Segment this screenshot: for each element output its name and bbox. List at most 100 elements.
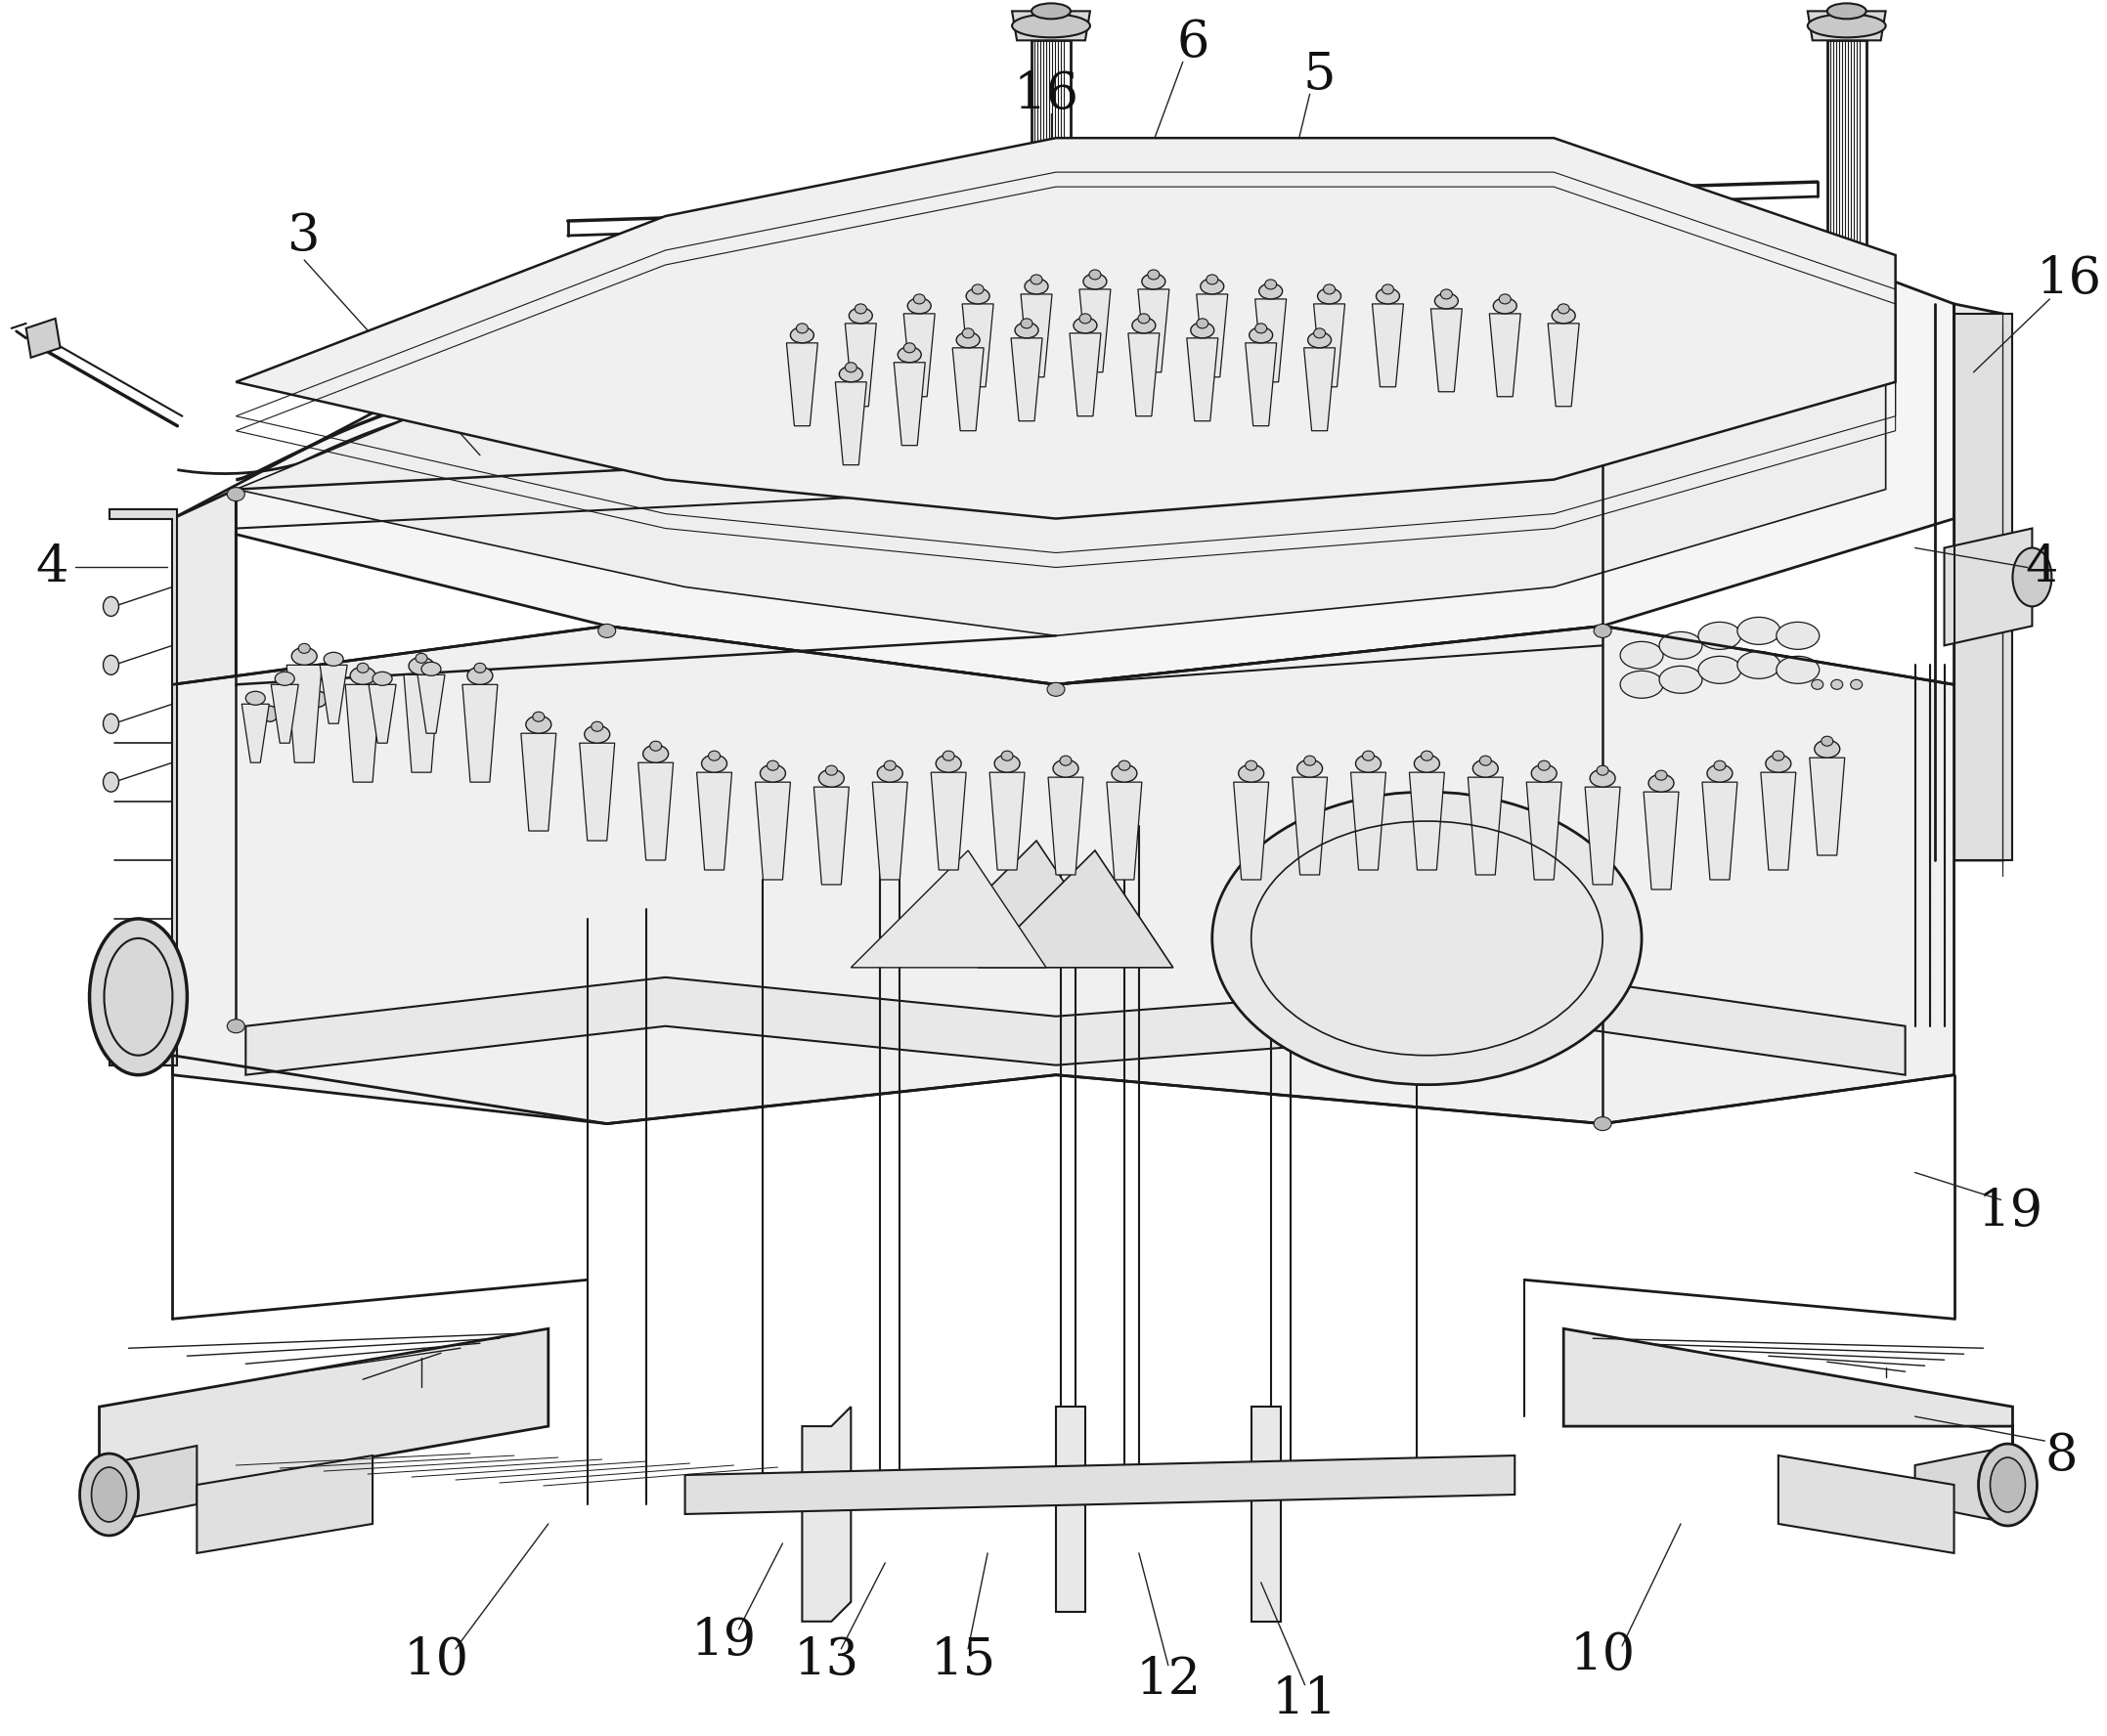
Text: 4: 4 [2025, 542, 2059, 592]
Polygon shape [919, 840, 1115, 958]
Polygon shape [786, 344, 818, 425]
Polygon shape [1260, 158, 1445, 250]
Ellipse shape [971, 285, 984, 293]
Ellipse shape [474, 663, 487, 674]
Ellipse shape [1538, 760, 1551, 771]
Ellipse shape [826, 766, 836, 776]
Ellipse shape [247, 691, 265, 705]
Ellipse shape [373, 672, 392, 686]
Polygon shape [1079, 290, 1110, 372]
Polygon shape [1186, 339, 1218, 422]
Ellipse shape [228, 488, 244, 502]
Ellipse shape [1814, 740, 1839, 757]
Ellipse shape [643, 745, 668, 762]
Ellipse shape [839, 366, 862, 382]
Polygon shape [1233, 783, 1268, 880]
Polygon shape [1469, 778, 1502, 875]
Ellipse shape [592, 722, 603, 731]
Polygon shape [287, 665, 322, 762]
Polygon shape [1584, 786, 1620, 885]
Ellipse shape [967, 288, 990, 304]
Polygon shape [1808, 10, 1886, 40]
Ellipse shape [1812, 679, 1823, 689]
Ellipse shape [1532, 764, 1557, 783]
Ellipse shape [103, 713, 118, 733]
Polygon shape [236, 212, 1886, 635]
Ellipse shape [1473, 760, 1498, 778]
Text: 6: 6 [1176, 17, 1209, 68]
Ellipse shape [1304, 755, 1315, 766]
Ellipse shape [1827, 3, 1867, 19]
Ellipse shape [1479, 755, 1492, 766]
Ellipse shape [1776, 656, 1818, 684]
Polygon shape [242, 705, 270, 762]
Polygon shape [1490, 314, 1521, 396]
Ellipse shape [1016, 323, 1039, 339]
Ellipse shape [409, 658, 434, 675]
Polygon shape [904, 314, 936, 396]
Ellipse shape [261, 707, 278, 722]
Ellipse shape [1591, 769, 1616, 786]
Ellipse shape [1072, 318, 1098, 333]
Ellipse shape [963, 328, 973, 339]
Polygon shape [1252, 1406, 1281, 1621]
Ellipse shape [415, 653, 428, 663]
Ellipse shape [1441, 290, 1452, 299]
Polygon shape [834, 382, 866, 465]
Polygon shape [1410, 773, 1445, 870]
Ellipse shape [1355, 755, 1380, 773]
Text: 16: 16 [2037, 255, 2103, 304]
Ellipse shape [1648, 774, 1673, 792]
Ellipse shape [299, 644, 310, 653]
Ellipse shape [1850, 679, 1863, 689]
Polygon shape [1313, 304, 1344, 387]
Polygon shape [173, 172, 1953, 684]
Polygon shape [638, 762, 674, 861]
Ellipse shape [1249, 328, 1273, 344]
Polygon shape [803, 1406, 851, 1621]
Ellipse shape [350, 667, 375, 684]
Polygon shape [173, 490, 236, 1055]
Polygon shape [1372, 304, 1403, 387]
Ellipse shape [936, 755, 961, 773]
Ellipse shape [1738, 651, 1780, 679]
Ellipse shape [1201, 278, 1224, 293]
Ellipse shape [1112, 764, 1138, 783]
Polygon shape [346, 684, 381, 783]
Ellipse shape [324, 653, 343, 667]
Polygon shape [990, 773, 1024, 870]
Ellipse shape [1256, 323, 1266, 333]
Ellipse shape [1435, 293, 1458, 309]
Ellipse shape [1363, 752, 1374, 760]
Ellipse shape [287, 696, 301, 712]
Ellipse shape [855, 304, 866, 314]
Ellipse shape [1298, 760, 1323, 778]
Ellipse shape [898, 347, 921, 363]
Ellipse shape [1119, 760, 1129, 771]
Ellipse shape [849, 307, 872, 323]
Ellipse shape [1142, 274, 1165, 290]
Polygon shape [1070, 333, 1100, 417]
Ellipse shape [1772, 752, 1785, 760]
Ellipse shape [820, 769, 845, 786]
Polygon shape [1915, 1446, 2012, 1524]
Polygon shape [1810, 757, 1846, 856]
Ellipse shape [1239, 764, 1264, 783]
Polygon shape [1304, 347, 1336, 431]
Polygon shape [1138, 290, 1169, 372]
Ellipse shape [1831, 679, 1844, 689]
Polygon shape [1020, 293, 1051, 377]
Text: 19: 19 [1978, 1187, 2044, 1236]
Ellipse shape [356, 663, 369, 674]
Polygon shape [272, 684, 299, 743]
Polygon shape [893, 363, 925, 446]
Ellipse shape [1148, 269, 1159, 279]
Polygon shape [1525, 783, 1561, 880]
Text: 19: 19 [691, 1616, 756, 1667]
Text: 3: 3 [289, 210, 320, 260]
Ellipse shape [80, 1453, 139, 1536]
Ellipse shape [1382, 285, 1393, 293]
Ellipse shape [1991, 1458, 2025, 1512]
Ellipse shape [312, 691, 327, 707]
Ellipse shape [1054, 760, 1079, 778]
